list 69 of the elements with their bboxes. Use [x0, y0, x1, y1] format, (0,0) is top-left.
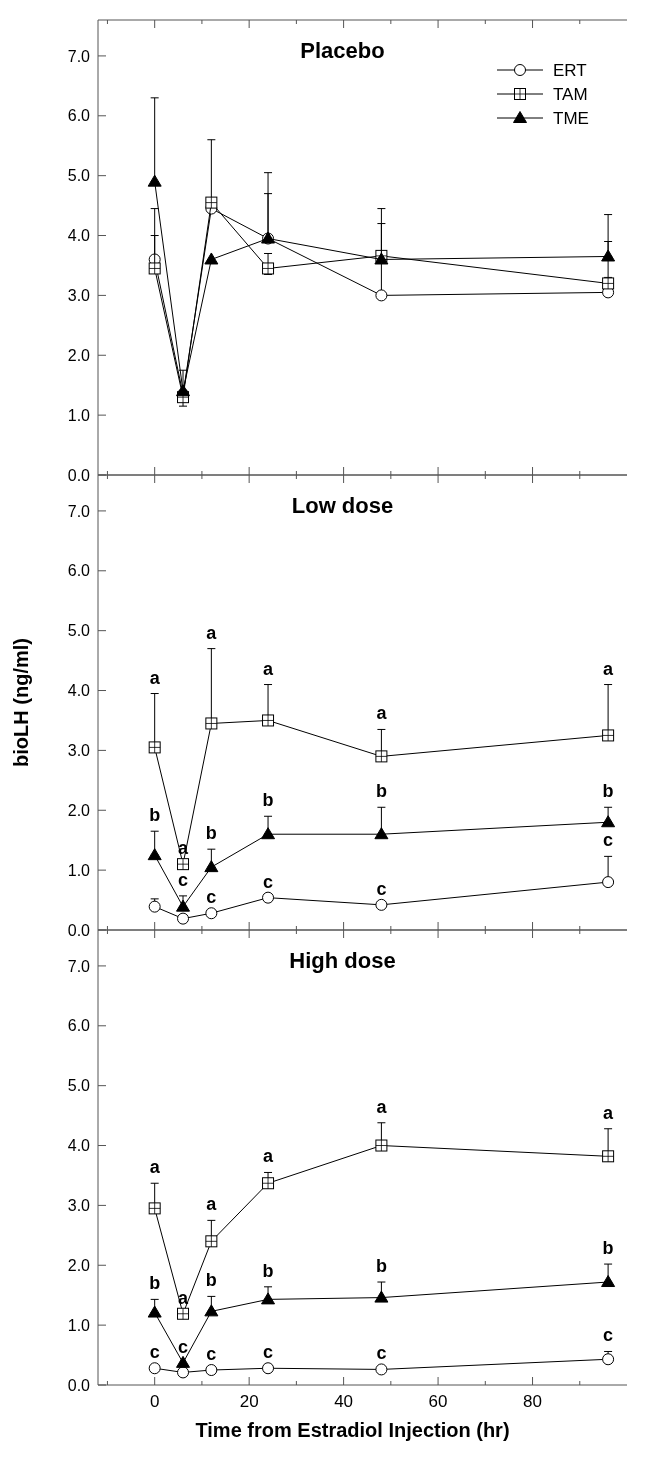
annotation: c — [206, 887, 217, 908]
y-tick-label: 6.0 — [67, 107, 91, 125]
y-tick-label: 2.0 — [67, 1256, 91, 1274]
annotation: c — [263, 1342, 274, 1363]
annotation: b — [602, 781, 614, 802]
legend-label: ERT — [553, 60, 587, 80]
annotation: c — [206, 1344, 217, 1365]
x-tick-label: 40 — [334, 1392, 354, 1411]
y-tick-label: 6.0 — [67, 1017, 91, 1035]
y-tick-label: 0.0 — [67, 466, 91, 484]
x-axis-title: Time from Estradiol Injection (hr) — [195, 1419, 510, 1441]
annotation: b — [205, 823, 217, 844]
annotation: c — [178, 869, 189, 890]
y-tick-label: 7.0 — [67, 957, 91, 975]
annotation: b — [205, 1270, 217, 1291]
y-tick-label: 5.0 — [67, 1077, 91, 1095]
y-tick-label: 4.0 — [67, 1137, 91, 1155]
y-tick-label: 0.0 — [67, 921, 91, 939]
annotation: a — [178, 1287, 190, 1308]
y-tick-label: 3.0 — [67, 286, 91, 304]
annotation: b — [375, 1256, 387, 1277]
y-tick-label: 3.0 — [67, 1196, 91, 1214]
y-tick-label: 6.0 — [67, 562, 91, 580]
annotation: c — [603, 1325, 614, 1346]
annotation: a — [376, 1096, 388, 1117]
y-tick-label: 5.0 — [67, 167, 91, 185]
text: High dose — [289, 948, 396, 973]
annotation: c — [149, 1342, 160, 1363]
annotation: a — [206, 1194, 218, 1215]
y-axis-title: bioLH (ng/ml) — [10, 638, 32, 767]
annotation: b — [149, 1273, 161, 1294]
annotation: c — [178, 1336, 189, 1357]
annotation: c — [603, 830, 614, 851]
annotation: a — [376, 703, 388, 724]
y-tick-label: 1.0 — [67, 1316, 91, 1334]
annotation: a — [206, 622, 218, 643]
y-tick-label: 1.0 — [67, 406, 91, 424]
annotation: a — [149, 1157, 161, 1178]
annotation: a — [603, 658, 615, 679]
annotation: a — [603, 1102, 615, 1123]
y-tick-label: 1.0 — [67, 861, 91, 879]
annotation: b — [602, 1238, 614, 1259]
x-tick-label: 0 — [149, 1392, 160, 1411]
x-tick-label: 60 — [428, 1392, 448, 1411]
annotation: b — [149, 805, 161, 826]
y-tick-label: 4.0 — [67, 227, 91, 245]
annotation: a — [149, 667, 161, 688]
y-tick-label: 7.0 — [67, 47, 91, 65]
y-tick-label: 5.0 — [67, 622, 91, 640]
y-tick-label: 3.0 — [67, 741, 91, 759]
legend-label: TAM — [553, 84, 588, 104]
y-tick-label: 0.0 — [67, 1376, 91, 1394]
x-tick-label: 20 — [239, 1392, 259, 1411]
legend-label: TME — [553, 108, 589, 128]
annotation: c — [263, 871, 274, 892]
x-tick-label: 80 — [523, 1392, 542, 1411]
y-tick-label: 2.0 — [67, 801, 91, 819]
y-tick-label: 4.0 — [67, 682, 91, 700]
text: Placebo — [300, 38, 385, 63]
annotation: c — [376, 878, 387, 899]
annotation: a — [263, 1146, 275, 1167]
annotation: c — [376, 1343, 387, 1364]
annotation: b — [375, 781, 387, 802]
annotation: b — [262, 1260, 274, 1281]
annotation: a — [263, 658, 275, 679]
y-tick-label: 2.0 — [67, 346, 91, 364]
y-tick-label: 7.0 — [67, 502, 91, 520]
text: Low dose — [291, 493, 394, 518]
annotation: b — [262, 790, 274, 811]
